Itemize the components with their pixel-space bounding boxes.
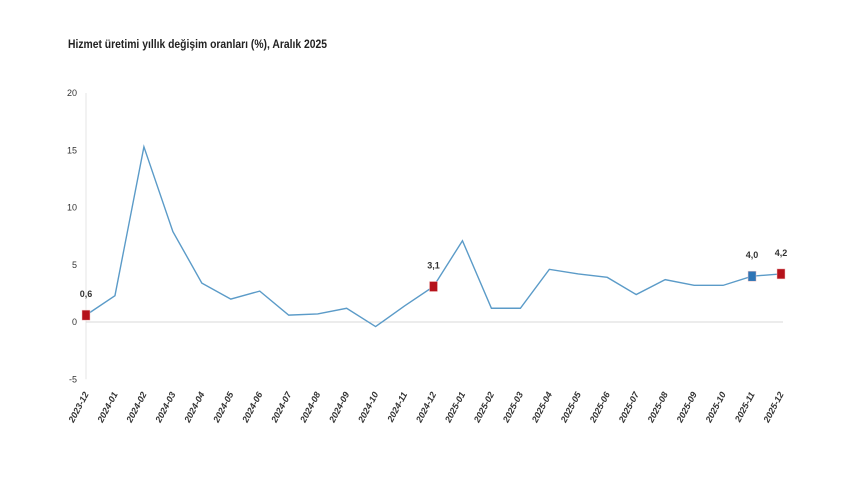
y-tick-label: 20 (67, 88, 77, 98)
y-tick-label: 10 (67, 203, 77, 213)
x-tick-label: 2024-01 (95, 390, 120, 425)
x-tick-label: 2024-06 (240, 389, 265, 425)
x-tick-label: 2025-09 (674, 390, 699, 425)
x-tick-label: 2025-06 (587, 389, 612, 425)
x-tick-label: 2024-04 (182, 390, 207, 425)
x-tick-label: 2023-12 (66, 390, 91, 425)
highlight-marker (81, 309, 91, 321)
chart-title: Hizmet üretimi yıllık değişim oranları (… (68, 39, 328, 51)
x-tick-label: 2024-08 (298, 390, 323, 425)
x-tick-label: 2024-10 (356, 390, 381, 425)
highlight-marker (776, 268, 786, 280)
y-tick-label: 5 (72, 260, 77, 270)
y-tick-label: 15 (67, 145, 77, 155)
x-tick-label: 2025-03 (500, 390, 525, 425)
x-tick-label: 2024-05 (211, 389, 236, 425)
data-label: 4,2 (775, 248, 788, 258)
series-line (85, 144, 782, 328)
data-label: 3,1 (427, 261, 440, 271)
x-tick-label: 2025-07 (616, 389, 641, 425)
highlight-marker (747, 270, 757, 282)
x-tick-label: 2024-07 (269, 389, 294, 425)
x-tick-label: 2025-02 (471, 390, 496, 425)
data-label: 0,6 (80, 289, 93, 299)
data-label: 4,0 (746, 250, 759, 260)
y-tick-label: -5 (69, 374, 77, 384)
x-tick-label: 2025-11 (732, 390, 756, 424)
x-tick-label: 2025-01 (442, 390, 467, 425)
x-tick-label: 2025-05 (558, 389, 583, 425)
x-tick-label: 2025-04 (529, 390, 554, 425)
x-tick-label: 2025-12 (761, 390, 786, 425)
x-tick-label: 2024-12 (413, 390, 438, 425)
x-tick-label: 2024-02 (124, 390, 149, 425)
y-tick-label: 0 (72, 317, 77, 327)
x-tick-label: 2024-11 (385, 390, 409, 424)
x-tick-label: 2024-09 (327, 390, 352, 425)
highlight-marker (429, 281, 438, 292)
x-tick-label: 2024-03 (153, 390, 178, 425)
x-tick-label: 2025-10 (703, 390, 728, 425)
x-tick-label: 2025-08 (645, 390, 670, 425)
